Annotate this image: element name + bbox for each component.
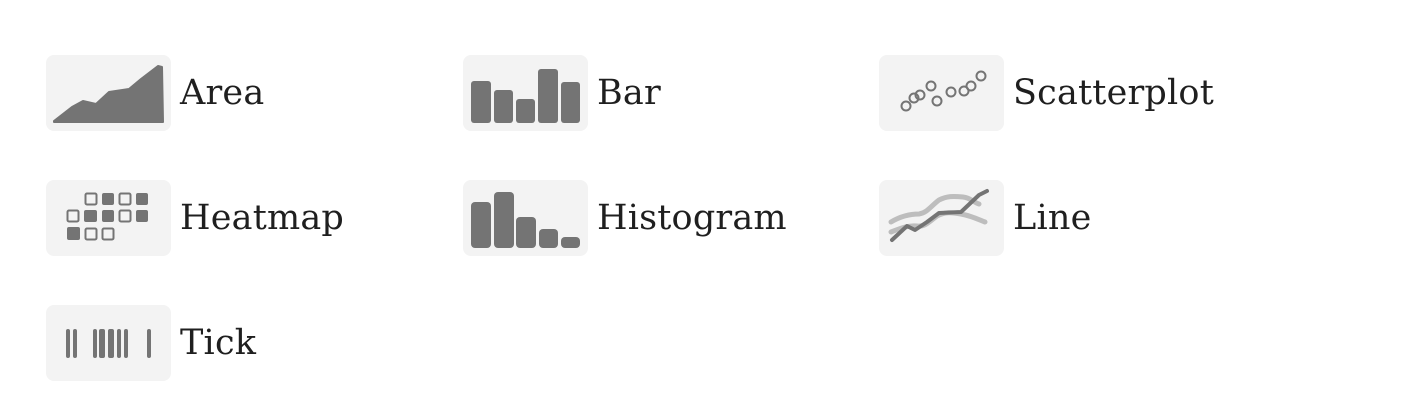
scatterplot-icon (900, 70, 987, 112)
chart-option-heatmap[interactable]: Heatmap (46, 180, 344, 256)
line-chart-icon (888, 189, 989, 242)
chart-option-label: Area (180, 73, 265, 113)
chart-option-bar[interactable]: Bar (463, 55, 661, 131)
tick-plot-icon (66, 329, 151, 358)
chart-option-label: Histogram (597, 198, 787, 238)
area-chart-icon (53, 65, 164, 123)
histogram-icon (471, 192, 580, 248)
chart-type-picker: Area Bar (46, 55, 1346, 385)
scatterplot-thumbnail (879, 55, 1004, 131)
bar-chart-icon (471, 69, 580, 123)
histogram-thumbnail (463, 180, 588, 256)
chart-option-scatterplot[interactable]: Scatterplot (879, 55, 1214, 131)
heatmap-thumbnail (46, 180, 171, 256)
chart-option-line[interactable]: Line (879, 180, 1092, 256)
area-thumbnail (46, 55, 171, 131)
chart-option-area[interactable]: Area (46, 55, 264, 131)
chart-option-label: Line (1013, 198, 1092, 238)
chart-option-histogram[interactable]: Histogram (463, 180, 787, 256)
line-thumbnail (879, 180, 1004, 256)
chart-option-label: Scatterplot (1013, 73, 1214, 113)
chart-option-label: Heatmap (180, 198, 345, 238)
chart-option-label: Bar (597, 73, 661, 113)
heatmap-icon (66, 192, 148, 241)
chart-option-tick[interactable]: Tick (46, 305, 256, 381)
bar-thumbnail (463, 55, 588, 131)
chart-option-label: Tick (180, 323, 257, 363)
tick-thumbnail (46, 305, 171, 381)
